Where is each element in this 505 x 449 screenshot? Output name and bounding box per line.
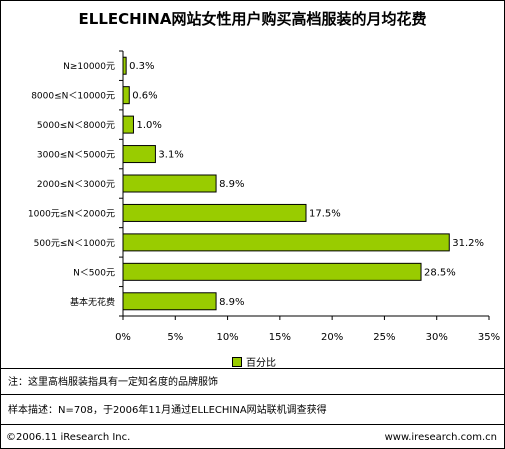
x-tick-label: 5%	[167, 332, 183, 343]
value-label: 1.0%	[136, 120, 161, 131]
category-label: 3000≤N＜5000元	[37, 151, 115, 161]
bar	[122, 233, 450, 252]
bar	[122, 115, 134, 134]
x-tick-label: 30%	[426, 332, 448, 343]
bar	[122, 145, 156, 164]
sample-description: 样本描述：N=708，于2006年11月通过ELLECHINA网站联机调查获得	[8, 405, 327, 416]
legend-label: 百分比	[246, 358, 276, 369]
category-label: 8000≤N＜10000元	[31, 92, 115, 102]
value-label: 31.2%	[452, 238, 484, 249]
legend-swatch	[232, 356, 242, 367]
divider-top	[1, 368, 504, 369]
divider-middle	[1, 394, 504, 395]
bar	[122, 203, 307, 222]
bar	[122, 56, 127, 75]
category-label: 基本无花费	[70, 296, 115, 308]
chart-title: ELLECHINA网站女性用户购买高档服装的月均花费	[78, 10, 427, 28]
bar	[122, 292, 217, 311]
value-label: 0.6%	[132, 91, 157, 102]
category-label: N≥10000元	[63, 62, 115, 72]
legend: 百分比	[232, 354, 276, 369]
x-tick-label: 0%	[115, 332, 131, 343]
copyright: ©2006.11 iResearch Inc.	[6, 432, 131, 443]
x-tick-label: 10%	[216, 332, 238, 343]
note-text: 注：这里高档服装指具有一定知名度的品牌服饰	[8, 377, 218, 388]
category-label: 2000≤N＜3000元	[37, 180, 115, 190]
value-label: 0.3%	[129, 61, 154, 72]
category-label: 500元≤N＜1000元	[34, 239, 115, 249]
category-label: N＜500元	[73, 268, 115, 278]
value-label: 8.9%	[219, 297, 244, 308]
value-label: 28.5%	[424, 267, 456, 278]
bar	[122, 262, 422, 281]
x-tick-label: 15%	[269, 332, 291, 343]
x-tick-label: 20%	[321, 332, 343, 343]
value-label: 8.9%	[219, 179, 244, 190]
value-label: 17.5%	[309, 208, 341, 219]
divider-bottom	[1, 424, 504, 425]
value-label: 3.1%	[158, 150, 183, 161]
category-label: 1000元≤N＜2000元	[28, 209, 115, 219]
x-tick-label: 35%	[478, 332, 500, 343]
x-tick-label: 25%	[373, 332, 395, 343]
category-label: 5000≤N＜8000元	[37, 121, 115, 131]
bar	[122, 86, 130, 105]
bar	[122, 174, 217, 193]
website: www.iresearch.com.cn	[384, 432, 497, 443]
